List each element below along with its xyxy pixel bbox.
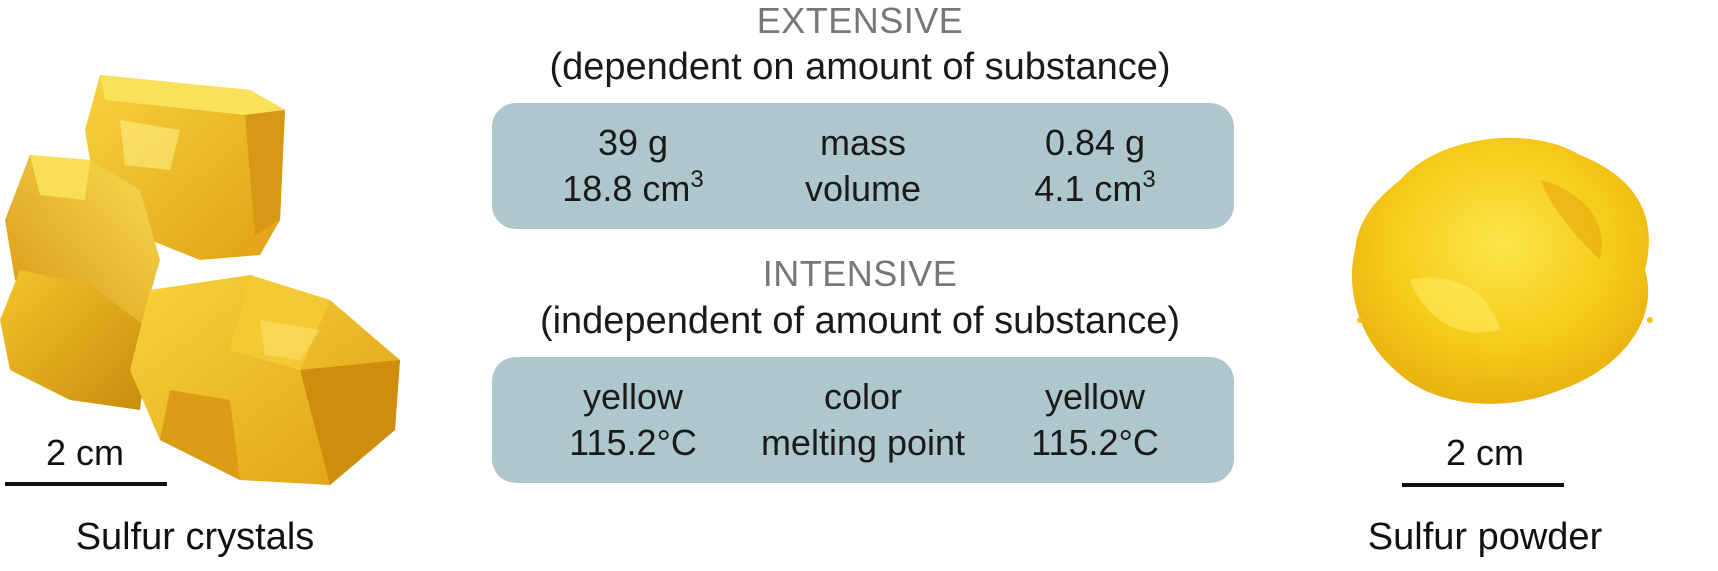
extensive-property-mass: mass [819, 122, 906, 163]
intensive-subtitle: (independent of amount of substance) [539, 300, 1181, 342]
left-scale-label: 2 cm [45, 432, 124, 473]
extensive-left-volume-exponent: 3 [690, 166, 704, 193]
right-scale-bar [1402, 483, 1564, 487]
intensive-property-color: color [823, 376, 903, 417]
intensive-panel: yellow color yellow 115.2°C melting poin… [492, 357, 1234, 483]
extensive-left-volume: 18.8 cm3 [528, 167, 738, 211]
sulfur-powder-image [1351, 137, 1653, 404]
extensive-left-volume-value: 18.8 cm [562, 168, 691, 209]
sulfur-crystals-image [0, 75, 400, 485]
left-caption: Sulfur crystals [75, 516, 315, 558]
extensive-property-volume: volume [804, 168, 922, 209]
extensive-right-volume-exponent: 3 [1142, 166, 1156, 193]
extensive-right-volume-value: 4.1 cm [1034, 168, 1143, 209]
right-scale-label: 2 cm [1445, 432, 1524, 473]
right-caption: Sulfur powder [1367, 516, 1603, 558]
extensive-right-mass: 0.84 g [1044, 122, 1146, 163]
intensive-right-color: yellow [1044, 376, 1146, 417]
extensive-panel: 39 g mass 0.84 g 18.8 cm3 volume 4.1 cm3 [492, 103, 1234, 229]
extensive-subtitle: (dependent on amount of substance) [549, 46, 1171, 88]
extensive-title: EXTENSIVE [756, 0, 964, 41]
extensive-left-mass: 39 g [597, 122, 669, 163]
intensive-property-melting-point: melting point [760, 422, 966, 463]
intensive-right-melting-point: 115.2°C [1031, 422, 1159, 463]
intensive-title: INTENSIVE [762, 253, 958, 294]
intensive-left-melting-point: 115.2°C [569, 422, 697, 463]
left-scale-bar [5, 482, 167, 486]
extensive-right-volume: 4.1 cm3 [988, 167, 1202, 211]
intensive-left-color: yellow [582, 376, 684, 417]
